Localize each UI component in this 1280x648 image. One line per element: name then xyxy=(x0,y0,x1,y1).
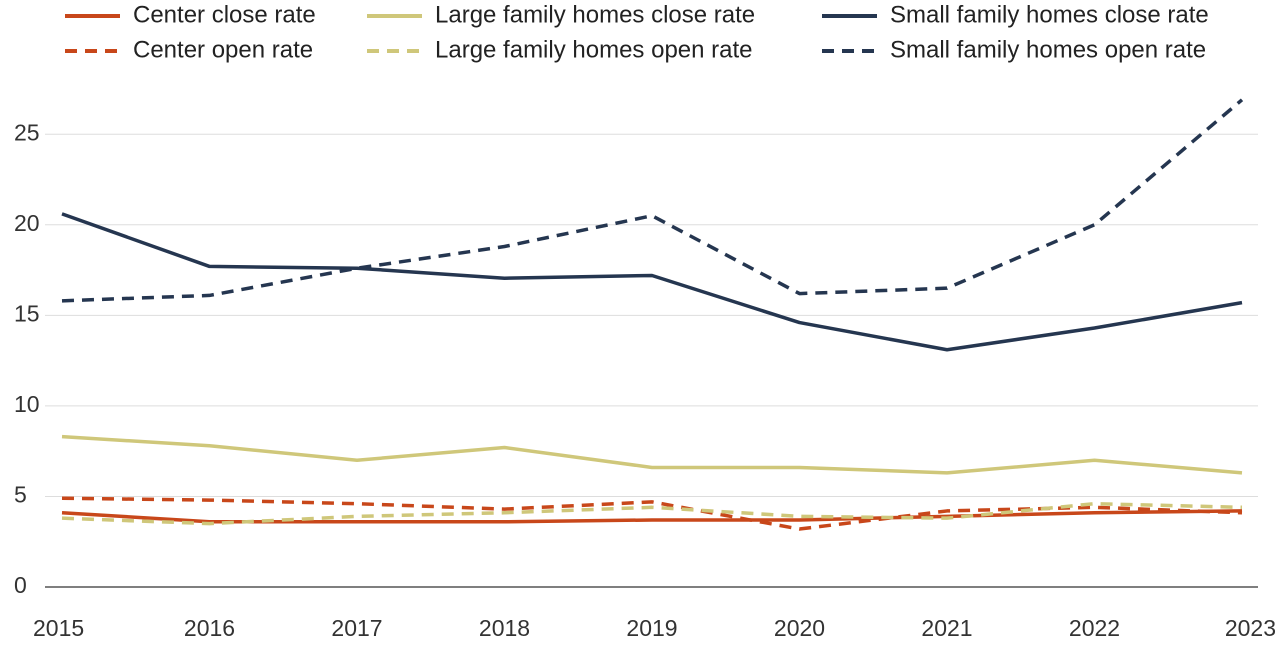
line xyxy=(61,212,1243,352)
y-tick-label: 25 xyxy=(14,119,40,145)
line xyxy=(61,509,1243,524)
legend-label: Center open rate xyxy=(133,36,313,63)
line xyxy=(61,501,1243,526)
legend-label: Large family homes open rate xyxy=(435,36,753,63)
x-tick-label: 2015 xyxy=(33,615,84,641)
legend-label: Center close rate xyxy=(133,1,316,28)
x-tick-label: 2016 xyxy=(184,615,235,641)
y-tick-label: 15 xyxy=(14,300,40,326)
x-tick-label: 2017 xyxy=(331,615,382,641)
legend-label: Small family homes open rate xyxy=(890,36,1206,63)
y-tick-label: 5 xyxy=(14,482,27,508)
y-tick-label: 0 xyxy=(14,572,27,598)
x-tick-label: 2020 xyxy=(774,615,825,641)
legend-label: Small family homes close rate xyxy=(890,1,1209,28)
y-tick-label: 10 xyxy=(14,391,40,417)
x-tick-label: 2022 xyxy=(1069,615,1120,641)
x-tick-label: 2021 xyxy=(921,615,972,641)
legend-label: Large family homes close rate xyxy=(435,1,755,28)
x-tick-label: 2023 xyxy=(1225,615,1276,641)
line xyxy=(61,98,1244,303)
x-tick-label: 2018 xyxy=(479,615,530,641)
x-tick-label: 2019 xyxy=(626,615,677,641)
line xyxy=(61,434,1243,475)
y-tick-label: 20 xyxy=(14,210,40,236)
